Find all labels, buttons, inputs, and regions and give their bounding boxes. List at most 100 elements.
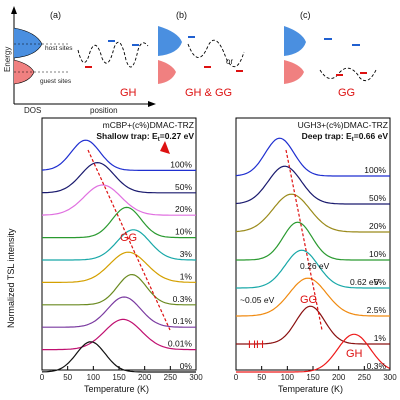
guest-sites-label: guest sites	[40, 78, 72, 85]
right-series-curve	[236, 333, 391, 373]
left-series-label: 20%	[175, 204, 192, 214]
left-series-label: 0.01%	[168, 339, 193, 349]
guest-site-marker	[360, 72, 367, 74]
right-series-curve	[235, 165, 390, 205]
right-series-curve	[236, 249, 390, 289]
left-x-tick-label: 200	[138, 373, 152, 382]
left-series-label: 0.3%	[173, 294, 193, 304]
left-x-tick-label: 50	[63, 373, 72, 382]
right-curves	[235, 137, 391, 373]
left-series-curve	[42, 229, 196, 261]
right-x-tick-label: 100	[281, 373, 295, 382]
hopping-path	[77, 41, 149, 68]
right-energy-005: ~0.05 eV	[240, 295, 275, 305]
left-series-curve	[41, 161, 196, 194]
or-label: or	[226, 57, 233, 66]
guest-dos-peak	[284, 60, 304, 84]
left-x-ticks: 0 50 100 150 200 250 300	[40, 366, 203, 382]
right-series-label: 1%	[374, 333, 387, 343]
right-x-tick-label: 150	[306, 373, 320, 382]
right-series-curve	[236, 277, 390, 317]
right-series-label: 20%	[369, 221, 386, 231]
right-series-curve	[235, 193, 390, 233]
right-plot-frame	[235, 117, 391, 371]
host-dos-peak	[158, 26, 182, 56]
left-chart-title: mCBP+(c%)DMAC-TRZ	[103, 120, 194, 130]
right-peak-shift-arrow	[285, 149, 323, 331]
left-series-label: 50%	[175, 182, 192, 192]
guest-dos-peak	[158, 60, 176, 84]
panel-b-letter: (b)	[176, 10, 187, 20]
right-series-label: 5%	[374, 277, 387, 287]
guest-site-marker	[336, 74, 343, 76]
right-x-axis-label: Temperature (K)	[278, 384, 343, 394]
right-gg-annotation: GG	[300, 294, 317, 306]
left-series-curve	[42, 206, 196, 239]
right-x-tick-label: 0	[234, 373, 239, 382]
schematic-panel-a: (a) Energy DOS host sites guest sites po…	[3, 6, 156, 115]
right-energy-062: 0.62 eV	[350, 277, 380, 287]
left-x-tick-label: 300	[189, 373, 203, 382]
right-series-curve	[236, 221, 390, 261]
right-hh-annotation: HH	[248, 339, 264, 351]
left-series-curve	[42, 273, 196, 306]
right-x-tick-label: 200	[332, 373, 346, 382]
left-series-label: 0%	[180, 361, 193, 371]
hopping-path	[319, 67, 377, 82]
energy-axis-label: Energy	[3, 47, 12, 72]
schematic-panel-c: (c) GG	[284, 10, 377, 99]
left-series-label: 0.1%	[173, 316, 193, 326]
left-y-axis-label: Normalized TSL intensity	[6, 228, 16, 328]
host-site-marker	[132, 44, 139, 46]
left-plot-frame	[41, 117, 197, 371]
host-site-marker	[108, 40, 115, 42]
position-axis-arrow	[148, 101, 156, 107]
panel-c-letter: (c)	[300, 10, 311, 20]
left-series-label: 3%	[180, 249, 193, 259]
left-peak-shift-arrow	[87, 149, 171, 331]
left-series-curve	[42, 251, 197, 283]
left-chart: 0 50 100 150 200 250 300 100% 50% 20% 10% 3% 1% 0.3%…	[6, 117, 203, 394]
right-series-curve	[235, 137, 390, 177]
left-series-curve	[41, 184, 196, 216]
left-peak-shift-arrowhead	[160, 141, 170, 154]
left-x-tick-label: 250	[164, 373, 178, 382]
right-series-label: 10%	[369, 249, 386, 259]
energy-axis-arrow	[11, 6, 17, 14]
dos-label: DOS	[24, 106, 41, 115]
host-dos-peak	[284, 26, 306, 56]
left-x-tick-label: 150	[112, 373, 126, 382]
right-x-tick-label: 250	[358, 373, 372, 382]
right-chart: 0 50 100 150 200 250 300 100% 50% 20% 10% 5% 2.5% 1%…	[234, 117, 397, 394]
left-series-label: 100%	[170, 159, 192, 169]
right-chart-subtitle: Deep trap: Et=0.66 eV	[302, 131, 389, 143]
case-gh-gg-label: GH & GG	[185, 87, 232, 99]
guest-site-marker	[85, 66, 92, 68]
left-series-curve	[42, 318, 196, 351]
host-dos-peak	[14, 28, 42, 58]
left-chart-subtitle: Shallow trap: Et=0.27 eV	[96, 131, 194, 143]
host-site-marker	[352, 44, 360, 46]
left-series-curve	[42, 296, 196, 328]
case-gg-label: GG	[338, 87, 355, 99]
right-x-ticks: 0 50 100 150 200 250 300	[234, 366, 397, 382]
host-site-marker	[324, 38, 332, 40]
right-series-label: 0.3%	[367, 361, 387, 371]
case-gh-label: GH	[120, 87, 137, 99]
left-series-label: 10%	[175, 227, 192, 237]
guest-site-marker	[236, 70, 243, 72]
guest-site-marker	[204, 66, 211, 68]
position-label: position	[90, 106, 118, 115]
schematic-panel-b: (b) or GH & GG	[158, 10, 245, 99]
right-series-curve	[236, 305, 390, 345]
right-series-label: 2.5%	[367, 305, 387, 315]
left-series-labels: 100% 50% 20% 10% 3% 1% 0.3% 0.1% 0.01% 0%	[168, 159, 193, 371]
host-sites-label: host sites	[45, 45, 73, 52]
right-gh-annotation: GH	[346, 348, 363, 360]
panel-a-letter: (a)	[50, 10, 61, 20]
left-series-curve	[41, 139, 196, 171]
left-x-tick-label: 0	[40, 373, 45, 382]
right-x-tick-label: 50	[257, 373, 266, 382]
left-x-axis-label: Temperature (K)	[84, 384, 149, 394]
